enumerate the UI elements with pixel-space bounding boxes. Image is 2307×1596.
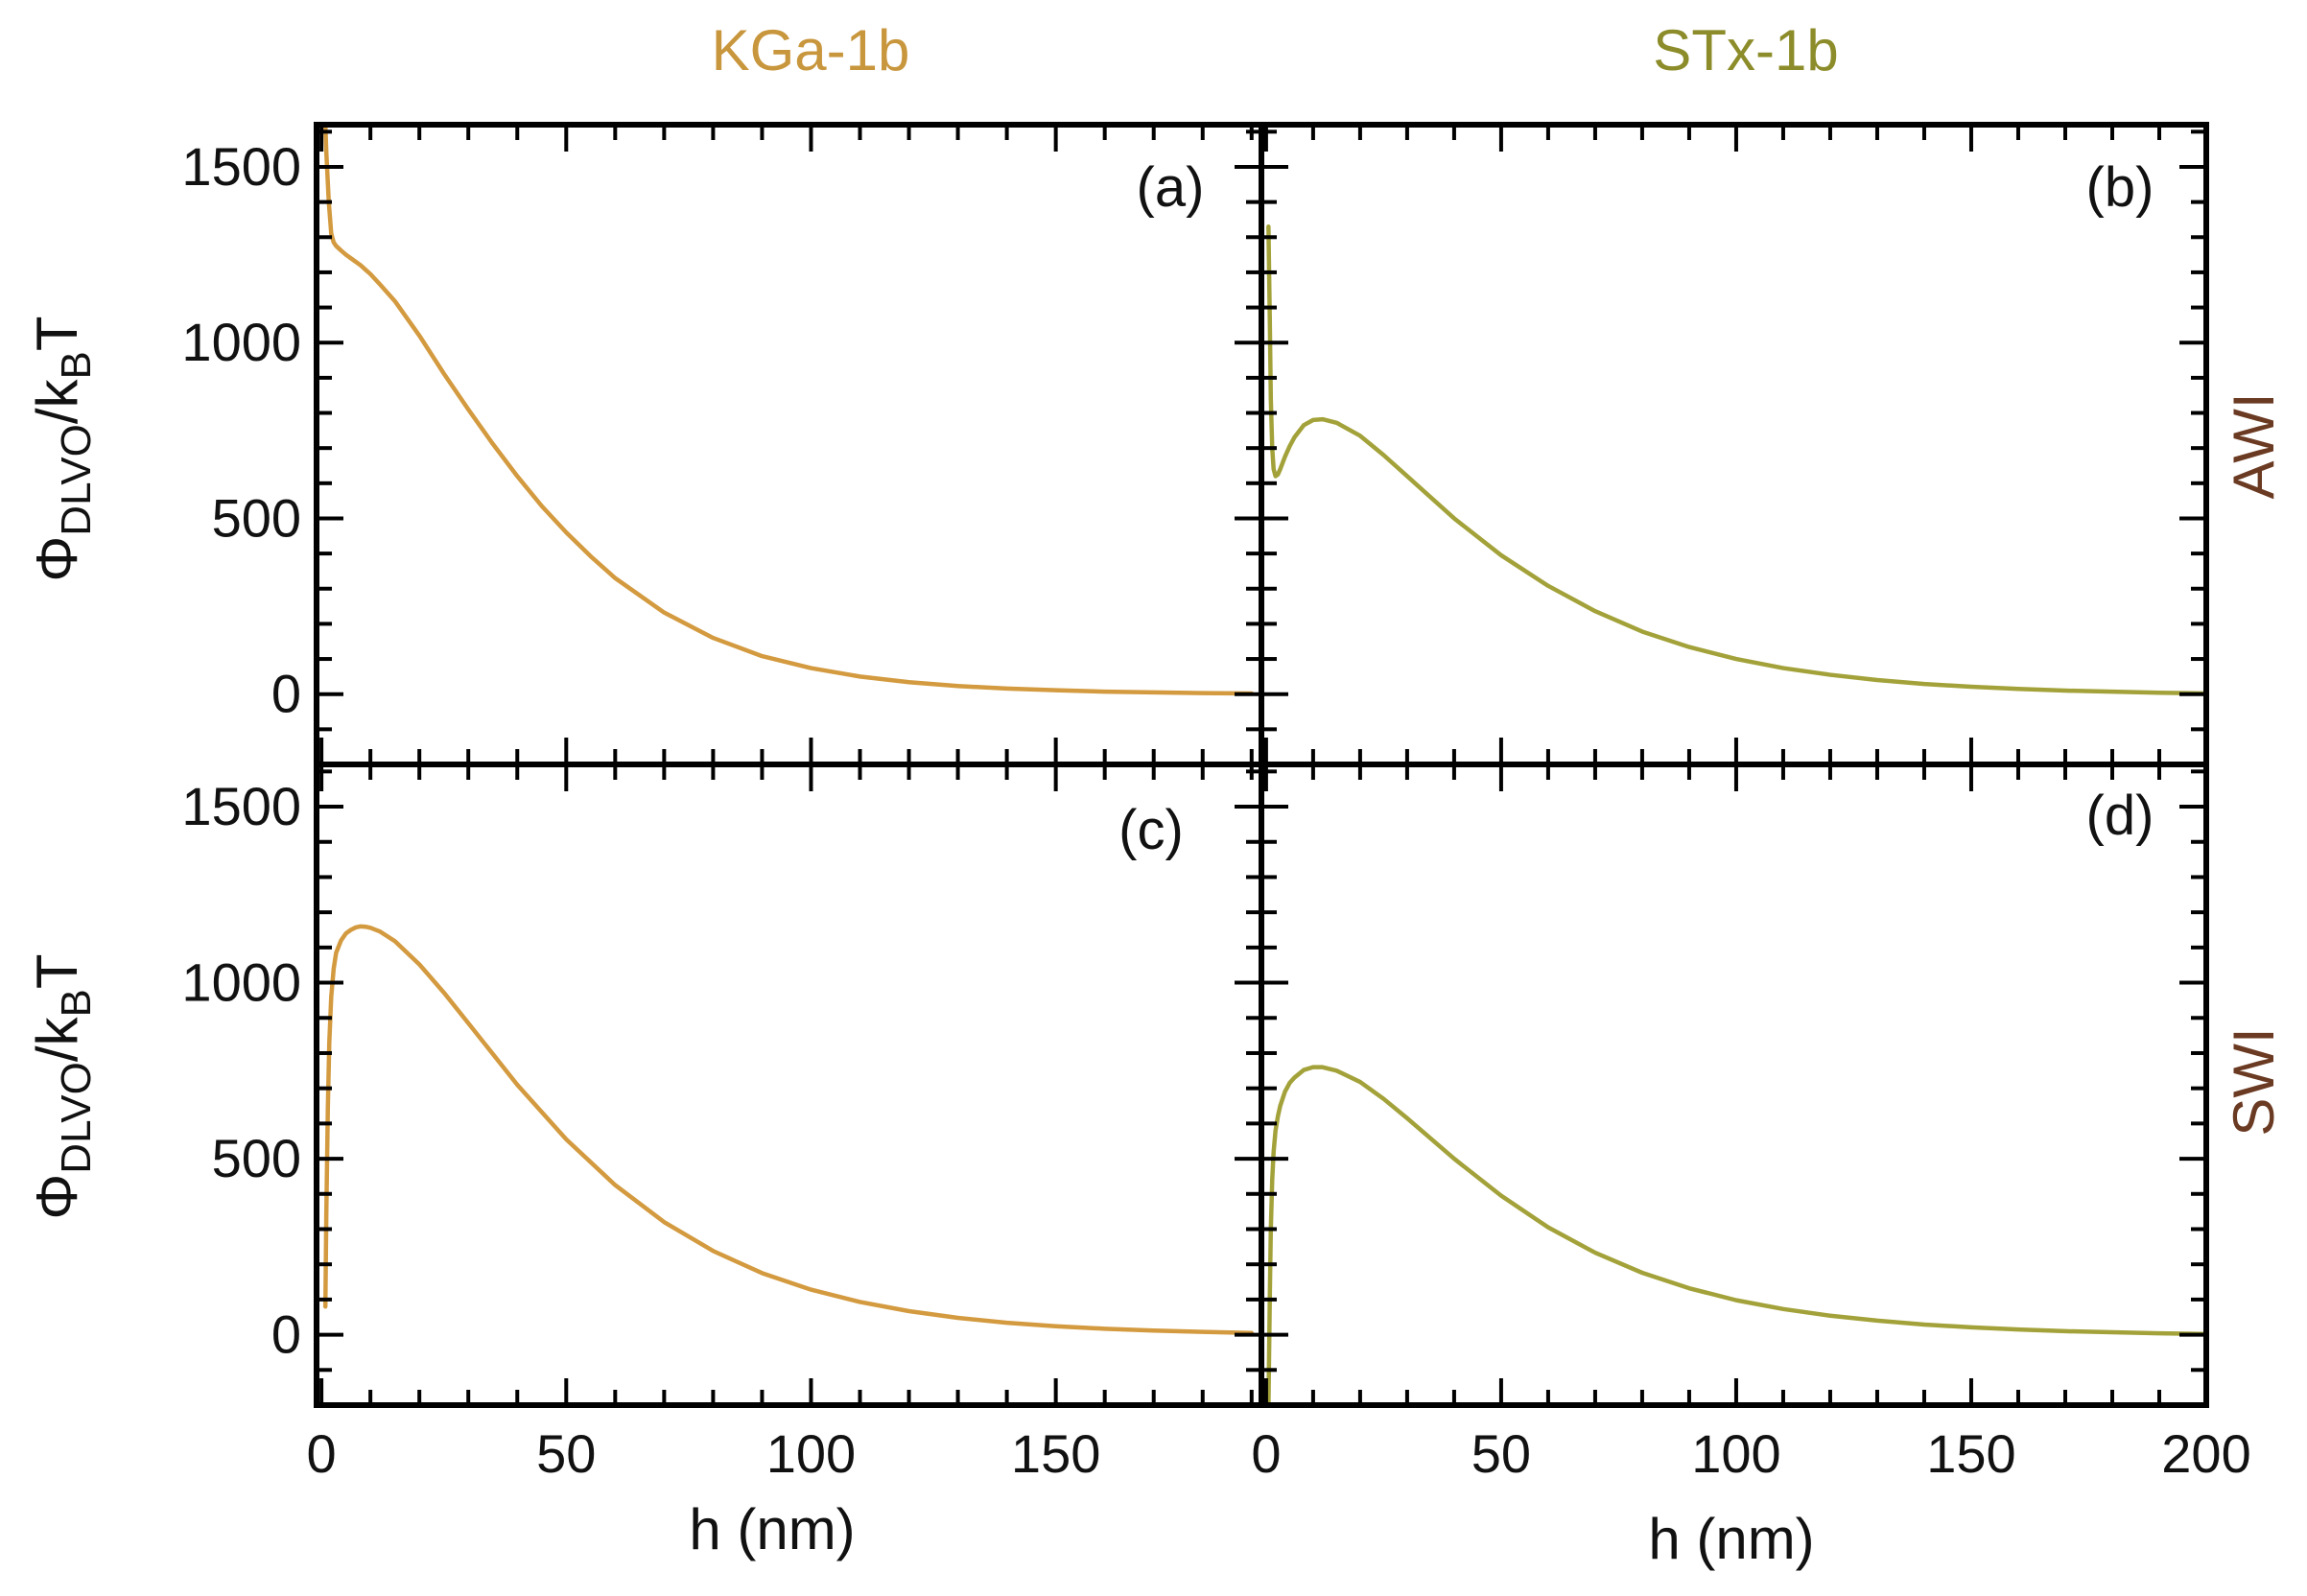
panel-c: 0 500 1000 1500 0 50 100 150 (c) [181, 762, 1264, 1484]
x-tick-label: 150 [1011, 1423, 1100, 1484]
column-title-kga: KGa-1b [712, 18, 910, 82]
y-label-sub2: B [53, 351, 100, 379]
y-label-symbol: Φ [25, 536, 89, 582]
y-label-sub1: DLVO [53, 424, 100, 536]
y-label-tail: T [25, 316, 89, 351]
panel-b: (b) [1259, 122, 2209, 767]
panel-label: (d) [2086, 785, 2154, 847]
row-title-awi: AWI [2222, 392, 2286, 499]
y-tick-label: 0 [271, 664, 301, 724]
panel-label: (b) [2086, 156, 2154, 219]
y-axis-title-top: ΦDLVO/kBT [25, 316, 100, 581]
x-tick-label: 50 [1471, 1423, 1531, 1484]
plot-frame [314, 122, 1264, 767]
y-label-sub2: B [53, 989, 100, 1017]
column-title-stx: STx-1b [1653, 18, 1838, 82]
x-tick-label: 0 [1251, 1423, 1281, 1484]
y-tick-label: 500 [212, 487, 301, 548]
plot-frame [1259, 762, 2209, 1408]
y-axis-title-bottom: ΦDLVO/kBT [25, 953, 100, 1219]
panel-d: 0 50 100 150 200 (d) [1251, 762, 2251, 1484]
series-line-b [1266, 224, 2206, 696]
panel-a: 0 500 1000 1500 (a) [181, 122, 1264, 767]
y-label-mid: /k [25, 378, 89, 424]
y-tick-label: 1000 [181, 952, 301, 1013]
y-label-symbol: Φ [25, 1174, 89, 1220]
x-tick-label: 150 [1926, 1423, 2015, 1484]
y-label-sub1: DLVO [53, 1062, 100, 1174]
x-tick-label: 50 [536, 1423, 596, 1484]
x-tick-label: 200 [2161, 1423, 2250, 1484]
plot-frame [1259, 122, 2209, 767]
y-tick-label: 1500 [181, 136, 301, 197]
series-line-d [1266, 1065, 2206, 1405]
row-title-swi: SWI [2222, 1027, 2286, 1136]
x-tick-label: 0 [307, 1423, 337, 1484]
y-label-tail: T [25, 953, 89, 989]
series-line-c [322, 924, 1255, 1336]
y-label-mid: /k [25, 1016, 89, 1062]
x-axis-title-left: h (nm) [689, 1497, 855, 1561]
y-tick-label: 500 [212, 1128, 301, 1188]
y-tick-label: 0 [271, 1304, 301, 1365]
series-line-a [322, 125, 1255, 696]
panel-label: (c) [1118, 799, 1184, 861]
y-tick-label: 1000 [181, 312, 301, 372]
y-tick-label: 1500 [181, 776, 301, 836]
x-tick-label: 100 [1691, 1423, 1780, 1484]
x-axis-title-right: h (nm) [1648, 1507, 1814, 1571]
x-tick-label: 100 [766, 1423, 856, 1484]
panel-label: (a) [1137, 156, 1205, 219]
